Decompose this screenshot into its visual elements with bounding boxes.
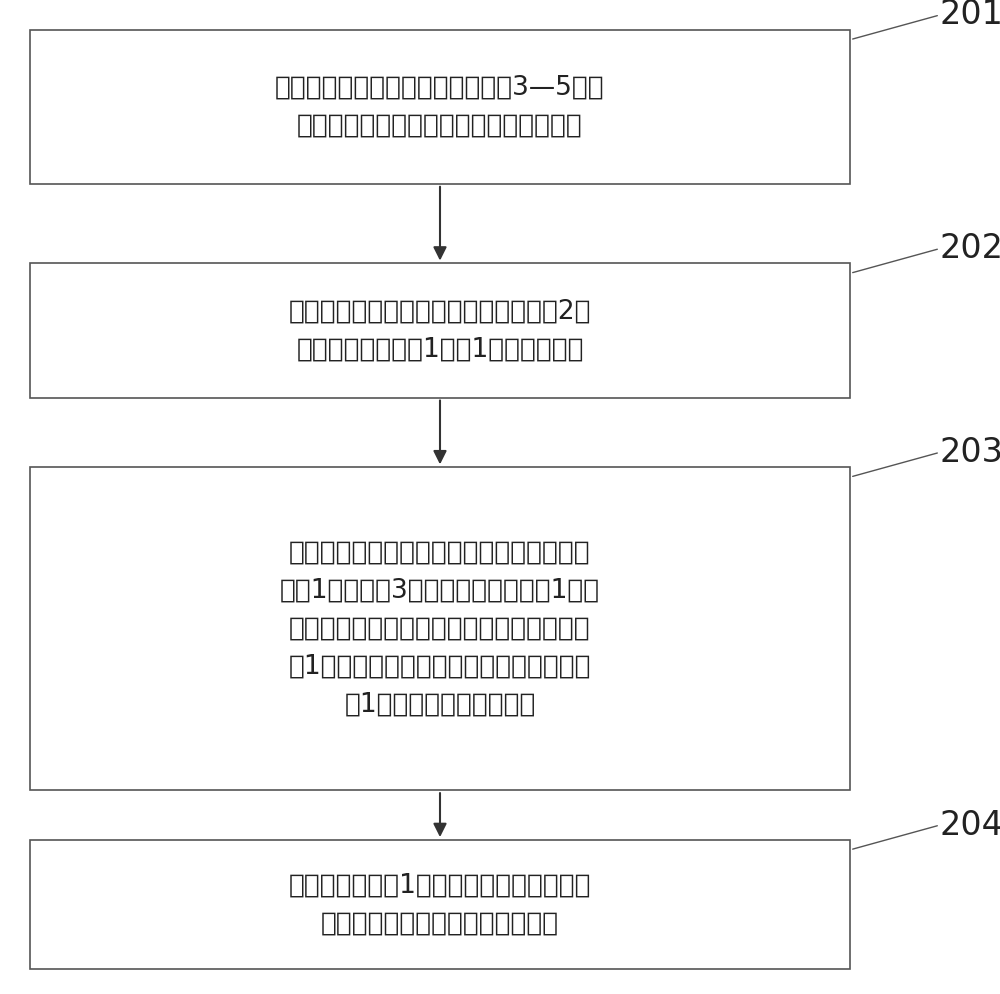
Text: 201: 201 <box>940 0 1000 32</box>
Bar <box>30 263 850 398</box>
Text: 小心晶动使蒸煮工具内的大米透过小吂2均
匀分布在空腔圆柱1主体1中，开始蒸煮: 小心晶动使蒸煮工具内的大米透过小吂2均 匀分布在空腔圆柱1主体1中，开始蒸煮 <box>289 298 591 363</box>
Bar <box>30 467 850 790</box>
Text: 将大米和水加入到蒸煮工具内，厖3—5个食
品检验用取米饭器均匀地放在蒸煮工具内: 将大米和水加入到蒸煮工具内，厖3—5个食 品检验用取米饭器均匀地放在蒸煮工具内 <box>275 75 605 139</box>
Bar <box>30 840 850 969</box>
Text: 204: 204 <box>940 808 1000 842</box>
Text: 203: 203 <box>940 435 1000 469</box>
Bar <box>30 30 850 184</box>
Text: 当米饭蒸煮结束后，小心取出所述空腔圆柱
主体1，固定乒3对所述空腔圆柱主体1内的
米饭起到固定的作用，以便所述空腔圆柱主
体1中的米饭不掉落，去除所述空腔圆柱主: 当米饭蒸煮结束后，小心取出所述空腔圆柱 主体1，固定乒3对所述空腔圆柱主体1内的… <box>280 540 600 718</box>
Text: 202: 202 <box>940 232 1000 265</box>
Text: 将空腔圆柱主体1和其中的米饭均放在质构
仪下，进行米饭检测以及品质评定: 将空腔圆柱主体1和其中的米饭均放在质构 仪下，进行米饭检测以及品质评定 <box>289 873 591 936</box>
